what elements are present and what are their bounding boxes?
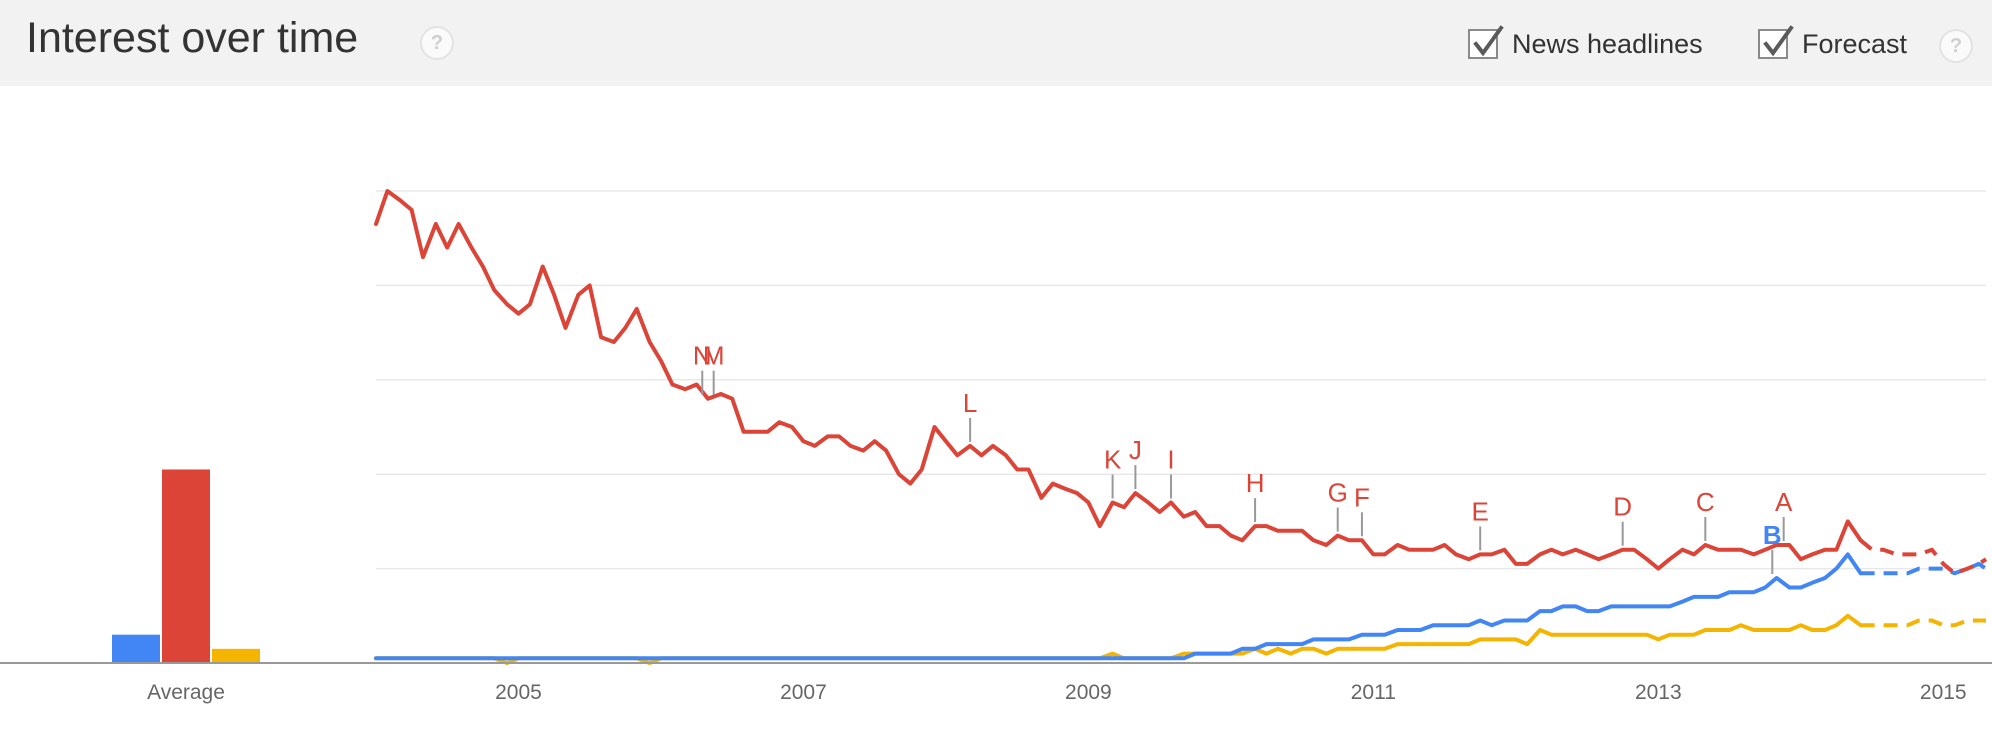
annotation-label: B xyxy=(1763,520,1782,550)
annotation-label: C xyxy=(1696,487,1715,517)
series-line xyxy=(374,552,1863,661)
annotation-label: G xyxy=(1328,478,1348,508)
average-bar xyxy=(162,469,210,663)
average-label: Average xyxy=(147,681,225,704)
forecast-line xyxy=(1859,538,1988,576)
annotation-label: E xyxy=(1472,496,1489,526)
series-lines xyxy=(374,189,1988,665)
help-icon[interactable]: ? xyxy=(420,26,454,60)
average-bars: Average xyxy=(112,469,260,704)
annotation-label: J xyxy=(1129,435,1142,465)
series-line xyxy=(374,189,1863,571)
annotation-label: F xyxy=(1354,482,1370,512)
annotation-label: K xyxy=(1104,445,1122,475)
forecast-label: Forecast xyxy=(1802,28,1908,59)
x-tick-label: 2013 xyxy=(1635,681,1682,704)
x-tick-label: 2011 xyxy=(1351,681,1396,704)
checkmark-icon xyxy=(1473,25,1504,57)
x-tick-label: 2009 xyxy=(1065,681,1112,704)
x-axis: 2005 2007 2009 2011 2013 2015 xyxy=(0,662,1992,704)
forecast-toggle[interactable]: Forecast xyxy=(1758,22,1907,66)
annotation-label: I xyxy=(1167,445,1174,475)
news-headlines-toggle[interactable]: News headlines xyxy=(1468,22,1703,66)
forecast-help-icon[interactable]: ? xyxy=(1939,29,1973,63)
checkmark-icon xyxy=(1763,25,1794,57)
annotation-label: M xyxy=(703,341,725,371)
average-bar xyxy=(212,648,260,663)
annotation-label: A xyxy=(1775,487,1793,517)
x-tick-label: 2007 xyxy=(780,681,827,704)
forecast-line xyxy=(1860,618,1986,628)
average-bar xyxy=(112,634,160,663)
forecast-checkbox[interactable] xyxy=(1758,25,1794,59)
header-bar: Interest over time ? News headlines Fore… xyxy=(0,0,1992,86)
annotation-label: L xyxy=(963,388,977,418)
gridlines xyxy=(376,190,1986,570)
x-tick-label: 2015 xyxy=(1920,681,1967,704)
series-line xyxy=(374,613,1863,665)
news-headlines-label: News headlines xyxy=(1512,28,1703,59)
news-annotations: NM L K J I H G F E D C AB xyxy=(693,341,1793,575)
forecast-line xyxy=(1860,561,1988,576)
news-headlines-checkbox[interactable] xyxy=(1468,25,1504,59)
annotation-label: D xyxy=(1613,492,1632,522)
annotation-label: N xyxy=(693,341,712,371)
x-tick-label: 2005 xyxy=(495,681,542,704)
page-title: Interest over time xyxy=(26,14,359,62)
annotation-label: H xyxy=(1246,468,1265,498)
